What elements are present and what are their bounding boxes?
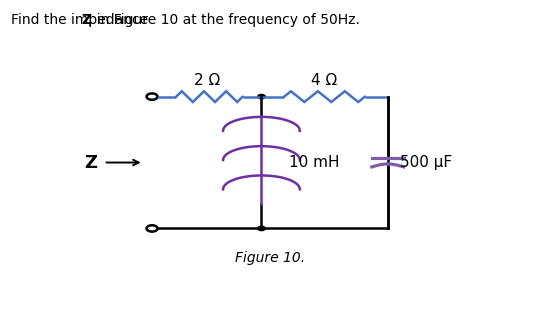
Text: 500 μF: 500 μF [400,155,452,170]
Text: 10 mH: 10 mH [289,155,339,170]
Text: Z: Z [85,153,97,171]
Text: Z: Z [81,13,91,27]
Text: 2 Ω: 2 Ω [194,73,220,88]
Text: 4 Ω: 4 Ω [312,73,338,88]
Text: , in Figure 10 at the frequency of 50Hz.: , in Figure 10 at the frequency of 50Hz. [87,13,359,27]
Circle shape [258,226,265,231]
Circle shape [258,94,265,99]
Text: Find the impedance: Find the impedance [11,13,153,27]
Text: Figure 10.: Figure 10. [235,251,305,265]
